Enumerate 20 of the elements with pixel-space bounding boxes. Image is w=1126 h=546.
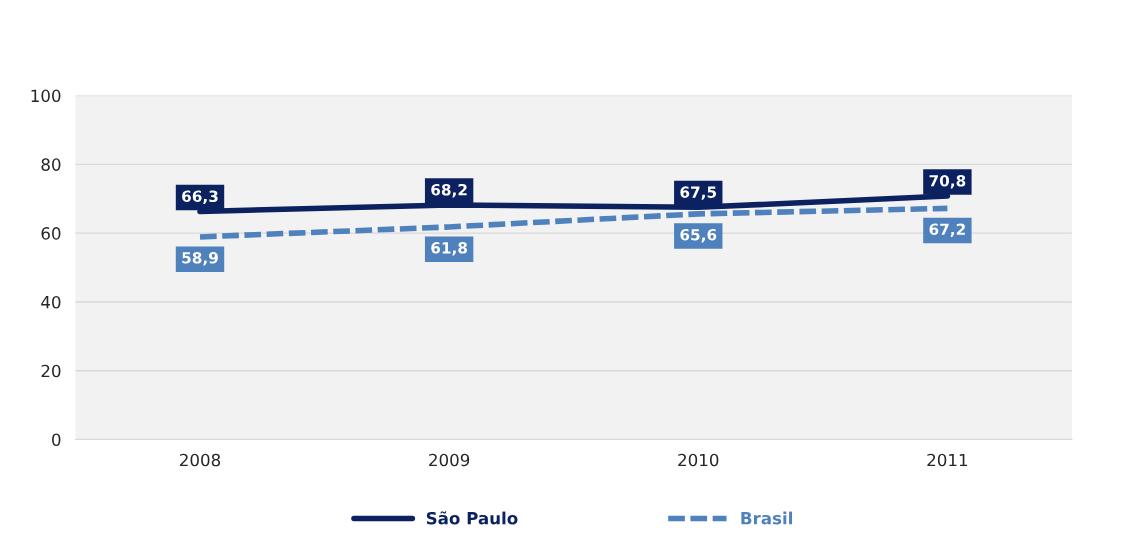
- data-label: 67,5: [680, 186, 717, 200]
- data-label: 58,9: [182, 252, 218, 266]
- y-tick-label: 20: [41, 364, 61, 378]
- data-label: 61,8: [431, 242, 468, 256]
- x-tick-label: 2011: [927, 453, 968, 467]
- data-label: 67,2: [929, 223, 965, 237]
- legend-label: Brasil: [741, 511, 792, 525]
- y-tick-label: 40: [41, 295, 61, 309]
- y-tick-label: 100: [31, 89, 61, 103]
- data-label: 68,2: [431, 183, 467, 198]
- legend-label: São Paulo: [426, 511, 518, 525]
- x-tick-label: 2010: [678, 453, 719, 467]
- data-label: 70,8: [929, 174, 966, 189]
- y-tick-label: 80: [41, 158, 61, 171]
- y-tick-label: 0: [52, 433, 61, 447]
- data-label: 65,6: [680, 228, 717, 243]
- x-tick-label: 2008: [180, 453, 221, 467]
- y-tick-label: 60: [41, 227, 61, 240]
- x-tick-label: 2009: [429, 453, 470, 467]
- data-label: 66,3: [182, 190, 218, 204]
